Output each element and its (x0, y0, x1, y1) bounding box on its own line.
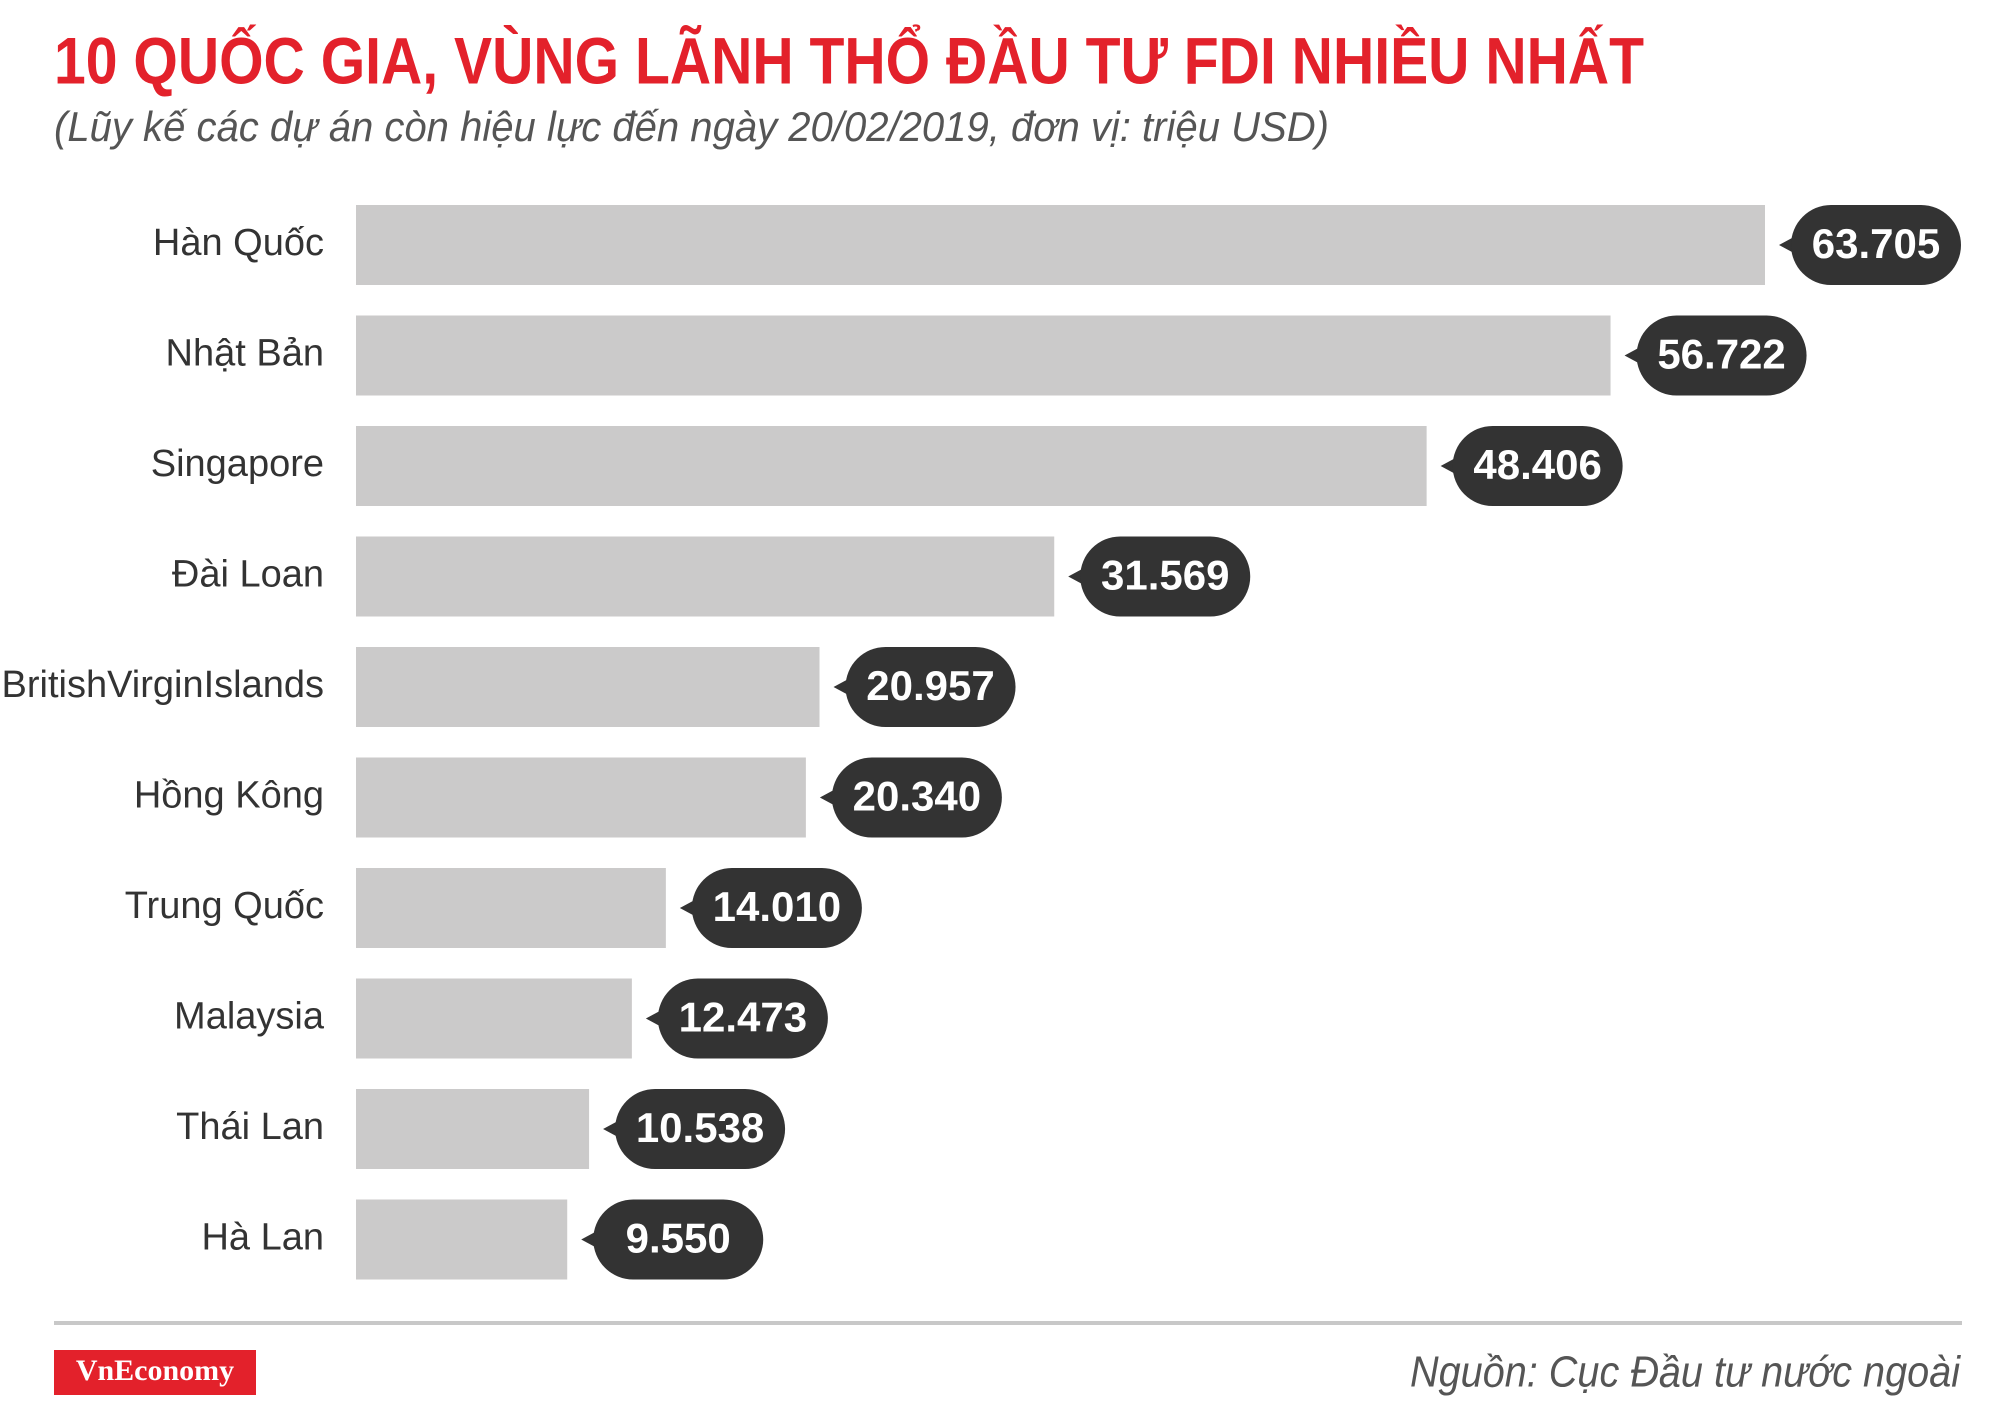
bar (356, 868, 666, 948)
bar (356, 978, 632, 1059)
bar (356, 536, 1055, 617)
source: Nguồn: Cục Đầu tư nước ngoài (1410, 1348, 1961, 1397)
bar (356, 647, 820, 727)
value-label: 14.010 (713, 883, 841, 930)
value-label: 20.957 (866, 662, 994, 709)
y-tick-label: Đài Loan (172, 554, 324, 596)
value-label-bubble (691, 868, 862, 948)
bar (356, 1199, 568, 1280)
brand-box (54, 1350, 256, 1395)
value-label-bubble (845, 647, 1016, 727)
value-label: 9.550 (626, 1215, 731, 1262)
brand: VnEconomy (76, 1354, 234, 1387)
y-tick-label: BritishVirginIslands (2, 664, 324, 706)
bar (356, 205, 1765, 285)
y-tick-label: Malaysia (174, 996, 325, 1038)
chart-subtitle: (Lũy kế các dự án còn hiệu lực đến ngày … (54, 103, 1329, 150)
bar (356, 315, 1611, 396)
y-tick-label: Hà Lan (201, 1217, 324, 1259)
value-label-bubble (1636, 315, 1807, 396)
value-label-bubble (657, 978, 828, 1059)
value-label: 10.538 (636, 1104, 764, 1151)
y-tick-label: Hàn Quốc (153, 222, 324, 264)
value-label-bubble (1791, 205, 1961, 285)
y-tick-label: Hồng Kông (134, 775, 324, 817)
value-label: 20.340 (853, 773, 981, 820)
value-label-bubble (1452, 426, 1623, 506)
value-label-bubble (831, 757, 1002, 838)
bar (356, 426, 1427, 506)
bar (356, 757, 806, 838)
value-label: 31.569 (1101, 552, 1229, 599)
value-label: 48.406 (1473, 441, 1601, 488)
y-tick-label: Nhật Bản (166, 333, 324, 375)
chart-title: 10 QUỐC GIA, VÙNG LÃNH THỔ ĐẦU TƯ FDI NH… (54, 23, 1644, 97)
y-tick-label: Thái Lan (176, 1106, 324, 1148)
value-label-bubble (1080, 536, 1251, 617)
value-label-bubble (615, 1089, 786, 1169)
y-tick-label: Singapore (151, 443, 324, 485)
value-label: 12.473 (679, 994, 807, 1041)
value-label-bubble (593, 1199, 764, 1280)
y-tick-label: Trung Quốc (125, 885, 324, 927)
value-label: 63.705 (1812, 220, 1940, 267)
bar (356, 1089, 590, 1169)
value-label: 56.722 (1657, 331, 1785, 378)
